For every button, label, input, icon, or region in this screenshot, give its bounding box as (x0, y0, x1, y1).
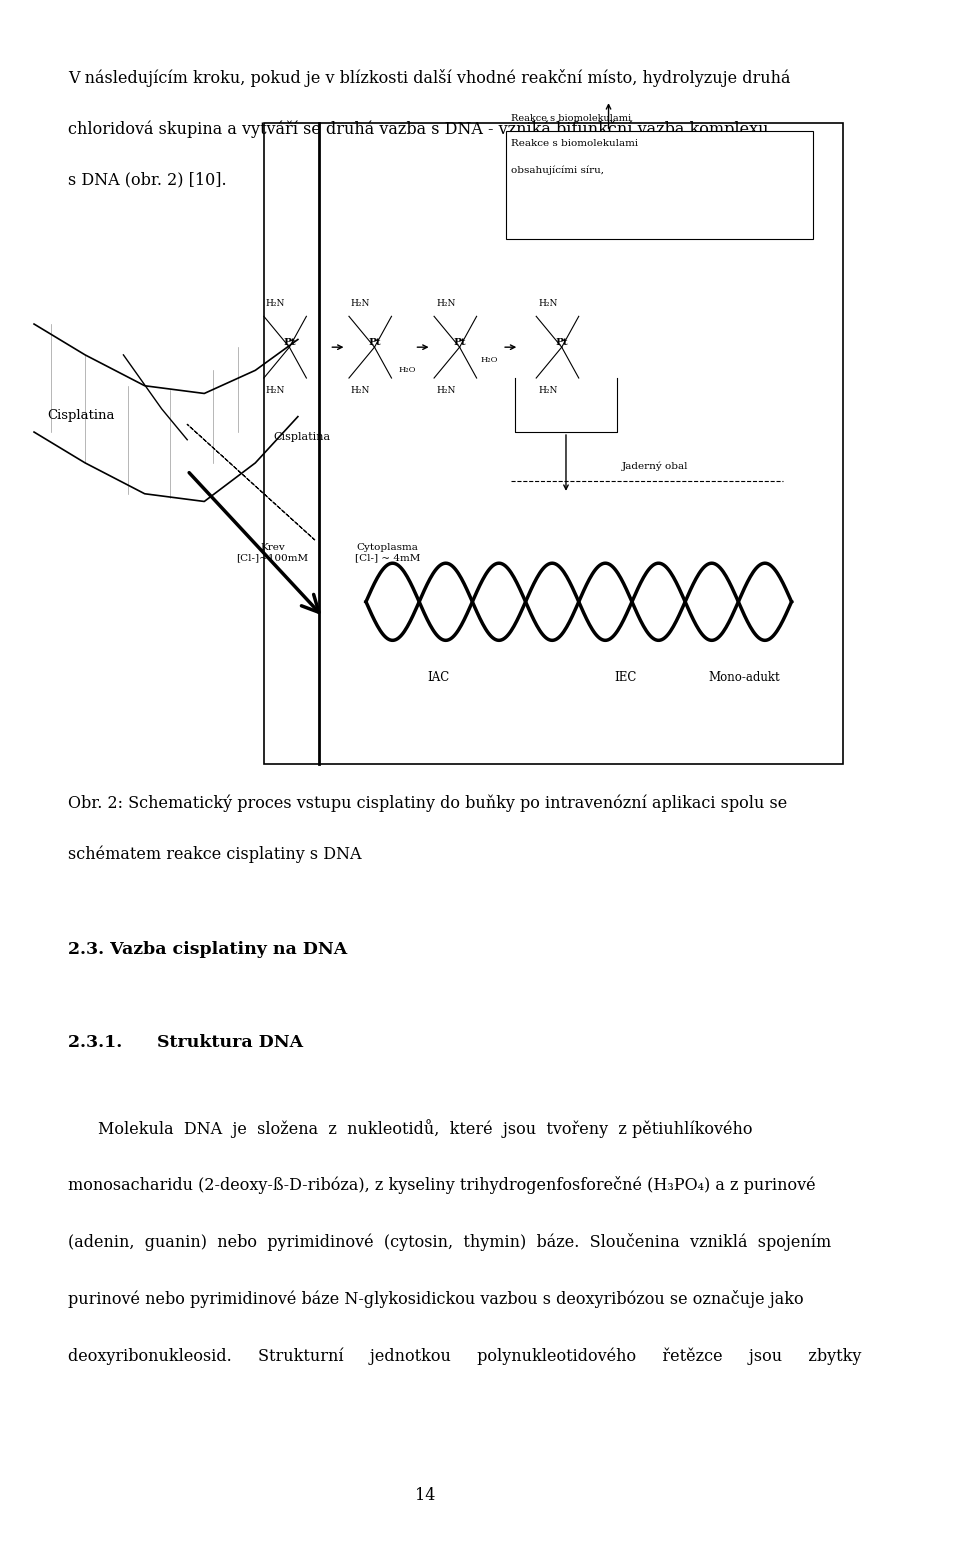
Text: Reakce s biomolekulami: Reakce s biomolekulami (511, 114, 631, 123)
Text: H₂O: H₂O (398, 366, 416, 375)
Text: monosacharidu (2-deoxy-ß-D-ribóza), z kyseliny trihydrogenfosforečné (H₃PO₄) a z: monosacharidu (2-deoxy-ß-D-ribóza), z ky… (68, 1176, 816, 1194)
Text: H₂N: H₂N (350, 299, 371, 309)
Text: s DNA (obr. 2) [10].: s DNA (obr. 2) [10]. (68, 171, 227, 188)
Text: Obr. 2: Schematický proces vstupu cisplatiny do buňky po intravenózní aplikaci s: Obr. 2: Schematický proces vstupu cispla… (68, 795, 787, 812)
Text: 2.3.1.  Struktura DNA: 2.3.1. Struktura DNA (68, 1034, 303, 1051)
Text: Pt: Pt (453, 338, 466, 347)
Text: Cisplatina: Cisplatina (47, 409, 114, 421)
Text: Pt: Pt (369, 338, 381, 347)
Text: Krev
[Cl-]~100mM: Krev [Cl-]~100mM (236, 543, 308, 563)
Text: Jaderný obal: Jaderný obal (622, 461, 688, 471)
Text: Cytoplasma
[Cl-] ~ 4mM: Cytoplasma [Cl-] ~ 4mM (354, 543, 420, 563)
Text: H₂N: H₂N (436, 299, 455, 309)
Text: H₂N: H₂N (539, 386, 558, 395)
Text: 14: 14 (416, 1487, 436, 1504)
Text: Reakce s biomolekulami: Reakce s biomolekulami (511, 139, 637, 148)
Text: Pt: Pt (556, 338, 568, 347)
Text: IAC: IAC (427, 671, 449, 684)
Text: chloridová skupina a vytváří se druhá vazba s DNA - vzniká bifunkční vazba kompl: chloridová skupina a vytváří se druhá va… (68, 120, 769, 139)
Text: 2.3. Vazba cisplatiny na DNA: 2.3. Vazba cisplatiny na DNA (68, 941, 348, 958)
Text: Cisplatina: Cisplatina (274, 432, 330, 441)
Text: H₂O: H₂O (481, 355, 498, 364)
Text: H₂N: H₂N (266, 299, 285, 309)
Text: Molekula  DNA  je  složena  z  nukleotidů,  které  jsou  tvořeny  z pětiuhlíkové: Molekula DNA je složena z nukleotidů, kt… (98, 1119, 753, 1137)
Text: Pt: Pt (283, 338, 296, 347)
Text: deoxyribonukleosid.   Strukturní   jednotkou   polynukleotidového   řetězce   js: deoxyribonukleosid. Strukturní jednotkou… (68, 1347, 861, 1364)
Text: purinové nebo pyrimidinové báze N-glykosidickou vazbou s deoxyribózou se označuj: purinové nebo pyrimidinové báze N-glykos… (68, 1290, 804, 1308)
Text: IEC: IEC (614, 671, 636, 684)
Text: H₂N: H₂N (436, 386, 455, 395)
Text: obsahujícími síru,: obsahujícími síru, (511, 165, 604, 174)
Text: H₂N: H₂N (350, 386, 371, 395)
Bar (264, 123, 843, 764)
Text: V následujícím kroku, pokud je v blízkosti další vhodné reakční místo, hydrolyzu: V následujícím kroku, pokud je v blízkos… (68, 69, 791, 88)
Bar (507, 131, 813, 239)
Text: schématem reakce cisplatiny s DNA: schématem reakce cisplatiny s DNA (68, 846, 362, 863)
Text: H₂N: H₂N (539, 299, 558, 309)
Text: H₂N: H₂N (266, 386, 285, 395)
Text: Mono-adukt: Mono-adukt (708, 671, 780, 684)
Text: (adenin,  guanin)  nebo  pyrimidinové  (cytosin,  thymin)  báze.  Sloučenina  vz: (adenin, guanin) nebo pyrimidinové (cyto… (68, 1233, 831, 1251)
